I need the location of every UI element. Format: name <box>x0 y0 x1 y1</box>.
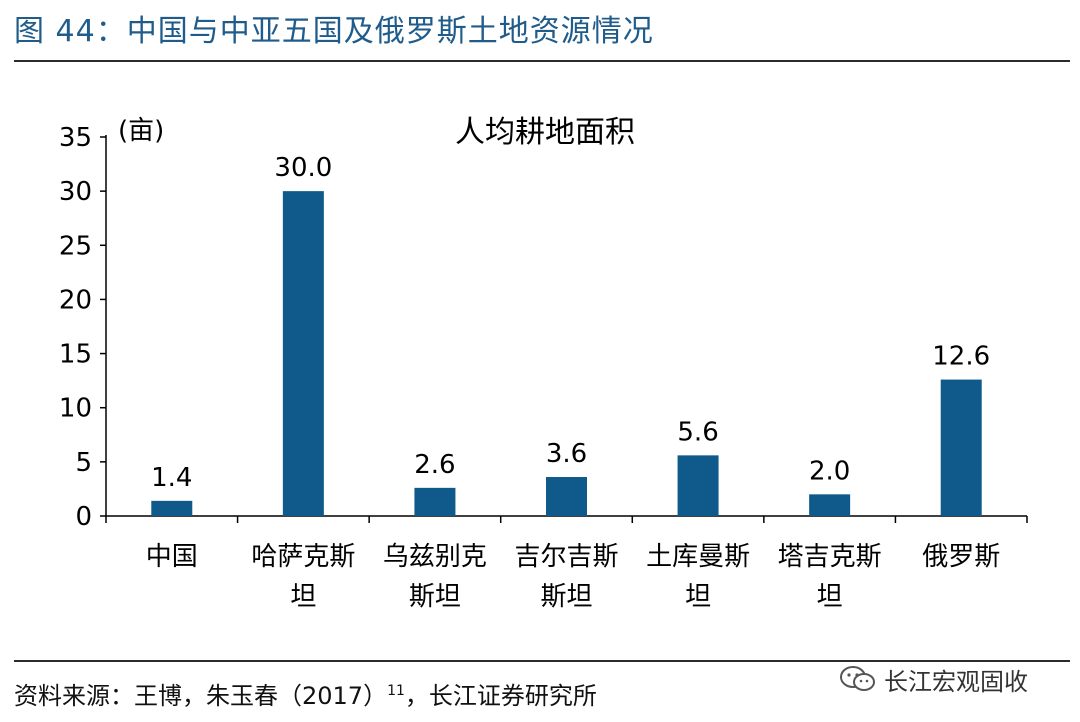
bar-series <box>151 191 982 516</box>
y-tick-label: 15 <box>59 340 92 370</box>
bar <box>282 191 324 516</box>
figure-title: 图 44：中国与中亚五国及俄罗斯土地资源情况 <box>14 14 654 49</box>
bar-value-label: 30.0 <box>274 153 332 183</box>
source-footnote: 11 <box>387 683 405 699</box>
x-axis <box>105 515 1028 523</box>
category-label-line: 吉尔吉斯 <box>514 542 618 572</box>
watermark-text: 长江宏观固收 <box>884 667 1028 696</box>
bar <box>414 487 456 516</box>
source-note: 资料来源：王博，朱玉春（2017）11，长江证券研究所 <box>14 676 597 711</box>
category-label-line: 中国 <box>146 542 198 572</box>
watermark: 长江宏观固收 <box>838 664 1028 696</box>
category-label-line: 乌兹别克 <box>383 542 487 572</box>
y-tick-label: 35 <box>59 123 92 153</box>
category-label: 俄罗斯 <box>922 542 1000 572</box>
bar <box>546 477 587 516</box>
chart-title: 人均耕地面积 <box>455 115 635 150</box>
y-tick-label: 0 <box>75 502 92 532</box>
title-divider <box>14 60 1070 62</box>
category-label-line: 坦 <box>685 582 711 612</box>
y-tick-label: 5 <box>75 448 92 478</box>
source-tail: ，长江证券研究所 <box>404 682 597 710</box>
bar <box>940 379 982 516</box>
y-tick-label: 20 <box>59 285 92 315</box>
bar-chart: 人均耕地面积 (亩) 0 5 10 15 20 25 30 35 1.4 30.0 2.6 3.6 5… <box>59 115 1028 612</box>
bar-value-label: 12.6 <box>932 342 990 372</box>
category-label-line: 塔吉克斯 <box>778 542 882 572</box>
y-axis: 0 5 10 15 20 25 30 35 <box>59 123 107 532</box>
bar <box>677 455 719 516</box>
value-labels: 1.4 30.0 2.6 3.6 5.6 2.0 12.6 <box>151 153 990 493</box>
bar <box>151 500 193 516</box>
y-tick-label: 30 <box>59 177 92 207</box>
category-label-line: 斯坦 <box>540 582 592 612</box>
footer-divider <box>14 660 1070 662</box>
category-label-line: 俄罗斯 <box>922 542 1000 572</box>
bar-value-label: 1.4 <box>151 463 192 493</box>
category-label: 中国 <box>146 542 198 572</box>
bar <box>809 494 851 516</box>
category-label-line: 斯坦 <box>409 582 461 612</box>
category-label-line: 哈萨克斯 <box>251 542 355 572</box>
wechat-icon <box>840 666 875 691</box>
bar-value-label: 2.6 <box>414 450 455 480</box>
y-unit-label: (亩) <box>118 116 164 146</box>
source-text: 资料来源：王博，朱玉春（2017） <box>14 682 388 710</box>
category-label-line: 坦 <box>817 582 843 612</box>
bar-value-label: 3.6 <box>546 439 587 469</box>
category-label-line: 土库曼斯 <box>646 542 750 572</box>
bar-value-label: 2.0 <box>809 456 850 486</box>
category-label-line: 坦 <box>290 582 316 612</box>
bar-value-label: 5.6 <box>677 417 718 447</box>
y-tick-label: 10 <box>59 394 92 424</box>
y-tick-label: 25 <box>59 231 92 261</box>
